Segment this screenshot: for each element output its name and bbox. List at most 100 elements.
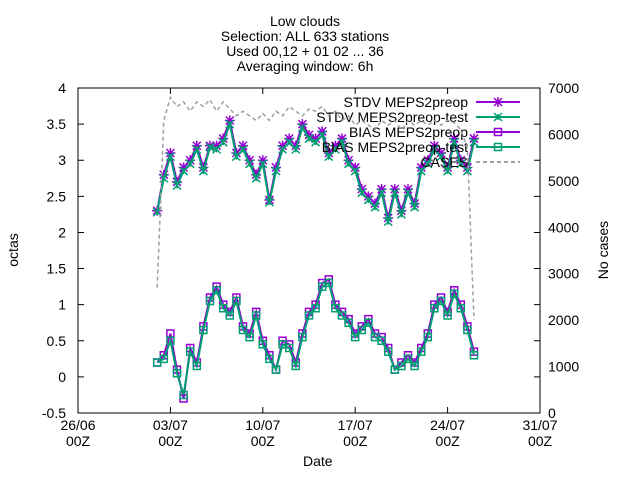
data-point: [429, 144, 439, 154]
chart-title: Averaging window: 6h: [237, 58, 374, 74]
data-point: [357, 188, 367, 198]
data-point: [232, 296, 241, 306]
data-point: [416, 162, 427, 173]
x-tick-label: 17/07 00Z: [338, 417, 373, 449]
y-tick-label: 0.5: [47, 333, 67, 349]
data-point: [198, 166, 208, 176]
data-point: [377, 336, 386, 346]
data-point: [245, 159, 255, 169]
data-point: [423, 332, 433, 342]
data-point: [185, 155, 196, 166]
data-point: [172, 369, 182, 378]
data-point: [363, 195, 373, 205]
data-point: [370, 202, 380, 212]
y-tick-label: 4: [58, 80, 66, 96]
data-point: [211, 140, 222, 151]
data-point: [397, 361, 406, 371]
data-point: [225, 311, 235, 320]
data-point: [330, 140, 341, 151]
y-tick-label: 1.5: [47, 261, 67, 277]
legend-marker: [493, 112, 503, 122]
data-point: [192, 144, 202, 154]
data-point: [370, 198, 380, 209]
data-point: [251, 311, 261, 320]
data-point: [323, 148, 334, 158]
data-point: [291, 361, 301, 371]
y-tick-label: 0: [58, 369, 66, 385]
data-point: [383, 217, 393, 227]
data-point: [344, 318, 353, 327]
y2-tick-label: 3000: [548, 266, 579, 282]
data-point: [258, 340, 268, 349]
data-point: [363, 191, 374, 202]
y-tick-label: -0.5: [42, 405, 66, 421]
data-point: [443, 166, 453, 176]
data-point: [297, 119, 308, 130]
data-point: [456, 159, 466, 169]
data-point: [304, 129, 314, 140]
data-point: [158, 169, 169, 180]
data-point: [179, 394, 188, 403]
legend-label: STDV MEPS2preop-test: [316, 109, 468, 125]
chart-title: Low clouds: [270, 13, 340, 29]
legend-label: BIAS MEPS2preop-test: [322, 139, 468, 155]
x-tick-label: 31/07 00Z: [522, 417, 557, 449]
data-point: [383, 347, 393, 356]
data-point: [218, 133, 229, 144]
series-line: [156, 95, 475, 321]
data-point: [324, 278, 334, 288]
y2-tick-label: 5000: [548, 173, 579, 189]
data-point: [343, 155, 354, 166]
y2-tick-label: 2000: [548, 312, 579, 328]
data-point: [238, 144, 248, 154]
data-point: [317, 130, 327, 140]
data-point: [377, 188, 387, 198]
data-point: [277, 140, 288, 151]
data-point: [298, 332, 307, 342]
data-point: [337, 133, 347, 144]
data-point: [231, 152, 241, 162]
data-point: [271, 166, 281, 176]
legend-marker: [493, 97, 503, 107]
data-point: [290, 140, 301, 151]
data-point: [245, 332, 254, 342]
data-point: [251, 169, 262, 180]
y-tick-label: 2: [58, 224, 66, 240]
data-point: [178, 162, 189, 173]
data-point: [304, 311, 314, 320]
data-point: [172, 180, 182, 191]
data-point: [251, 173, 261, 183]
data-point: [410, 361, 419, 371]
data-point: [364, 318, 373, 327]
data-point: [159, 354, 169, 364]
data-point: [192, 361, 202, 371]
y-axis-label: octas: [5, 233, 21, 266]
plot-frame: [77, 87, 541, 414]
data-point: [297, 123, 307, 133]
data-point: [389, 184, 400, 195]
data-point: [291, 144, 301, 154]
data-point: [265, 354, 274, 364]
data-point: [205, 296, 215, 306]
legend-marker: [493, 127, 503, 137]
legend-label: STDV MEPS2preop: [344, 94, 469, 110]
data-point: [212, 285, 221, 295]
x-tick-label: 24/07 00Z: [430, 417, 465, 449]
data-point: [469, 133, 479, 144]
data-point: [456, 304, 466, 313]
data-point: [310, 133, 321, 144]
data-point: [449, 133, 460, 144]
data-point: [218, 137, 228, 147]
legend-label: BIAS MEPS2preop: [349, 124, 468, 140]
data-point: [396, 205, 407, 216]
data-point: [330, 144, 340, 154]
data-point: [430, 304, 439, 313]
chart-title: Selection: ALL 633 stations: [221, 28, 389, 44]
data-point: [152, 358, 162, 367]
data-point: [311, 304, 320, 313]
data-point: [449, 289, 459, 299]
data-point: [436, 152, 446, 162]
y-tick-label: 3: [58, 152, 66, 168]
data-point: [165, 152, 175, 162]
data-point: [317, 126, 328, 137]
